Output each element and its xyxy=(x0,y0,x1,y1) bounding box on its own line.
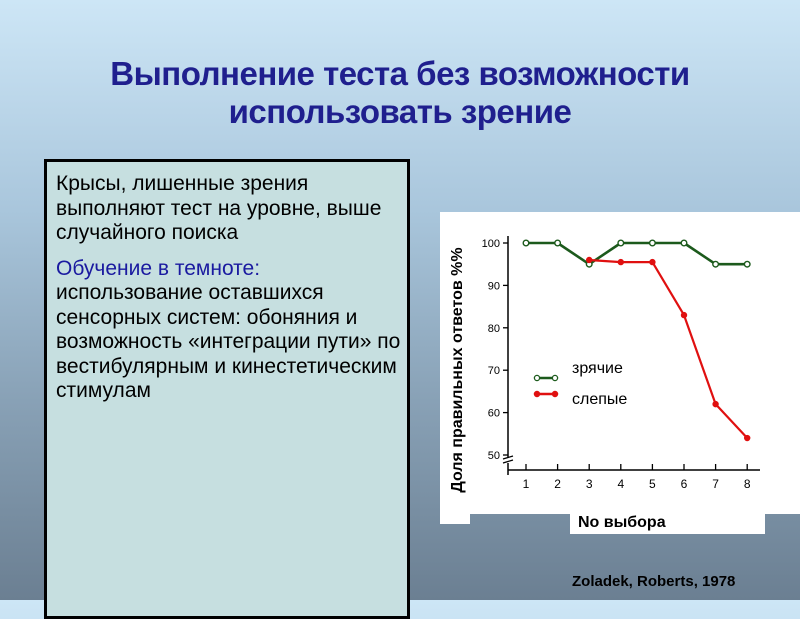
learning-body: использование оставшихся сенсорных систе… xyxy=(56,281,401,402)
y-tick-label: 50 xyxy=(488,450,500,462)
intro-text: Крысы, лишенные зрения выполняют тест на… xyxy=(56,172,382,244)
data-point-blind xyxy=(712,400,719,408)
x-tick-label: 1 xyxy=(523,477,530,491)
slide-title-line-2: использовать зрение xyxy=(228,93,572,130)
y-tick-label: 70 xyxy=(488,365,500,377)
data-point-sighted xyxy=(712,260,720,268)
data-point-sighted xyxy=(522,239,530,247)
legend-marker-sighted xyxy=(551,374,559,382)
x-tick-label: 4 xyxy=(617,477,624,491)
x-tick-label: 8 xyxy=(744,477,751,491)
y-axis-break xyxy=(502,455,514,464)
xlabel-panel xyxy=(570,508,765,534)
chart: 50 60 70 80 90 100 1 2 3 4 5 6 7 8 зрячие слепые Доля … xyxy=(449,236,760,531)
chart-axes: 50 60 70 80 90 100 1 2 3 4 5 6 7 8 xyxy=(482,236,760,491)
y-tick-label: 60 xyxy=(488,408,500,420)
series-line-blind xyxy=(589,258,749,439)
legend-label-sighted: зрячие xyxy=(572,360,623,377)
data-point-blind xyxy=(617,258,624,266)
x-tick-label: 6 xyxy=(681,477,688,491)
data-point-blind xyxy=(649,258,656,266)
x-tick-label: 5 xyxy=(649,477,656,491)
slide-title: Выполнение теста без возможности использ… xyxy=(40,55,760,131)
data-point-sighted xyxy=(648,239,656,247)
legend-marker-sighted xyxy=(533,374,541,382)
x-tick-label: 2 xyxy=(554,477,561,491)
text-box: Крысы, лишенные зрения выполняют тест на… xyxy=(44,159,410,619)
x-tick-label: 7 xyxy=(712,477,719,491)
data-point-sighted xyxy=(743,260,751,268)
citation: Zoladek, Roberts, 1978 xyxy=(572,573,736,590)
x-axis-label: No выбора xyxy=(578,514,666,531)
legend-marker-blind xyxy=(551,390,559,398)
slide-title-line-1: Выполнение теста без возможности xyxy=(110,55,690,92)
learning-heading: Обучение в темноте: xyxy=(56,256,261,280)
y-axis-label: Доля правильных ответов %% xyxy=(449,247,466,492)
data-point-blind xyxy=(586,256,593,264)
chart-marks xyxy=(522,239,751,442)
data-point-blind xyxy=(744,434,751,442)
data-point-blind xyxy=(680,311,688,319)
y-tick-label: 80 xyxy=(488,323,500,335)
x-tick-label: 3 xyxy=(586,477,593,491)
y-tick-label: 100 xyxy=(482,238,500,250)
data-point-sighted xyxy=(617,239,625,247)
series-line-sighted xyxy=(526,241,748,266)
legend-marker-blind xyxy=(533,390,541,398)
data-point-sighted xyxy=(680,239,688,247)
data-point-sighted xyxy=(554,239,562,247)
learning-paragraph: Обучение в темноте: использование оставш… xyxy=(56,257,401,404)
legend-label-blind: слепые xyxy=(572,391,627,408)
ylabel-strip xyxy=(440,212,470,524)
chart-legend: зрячие слепые xyxy=(533,360,627,408)
y-tick-label: 90 xyxy=(488,280,500,292)
